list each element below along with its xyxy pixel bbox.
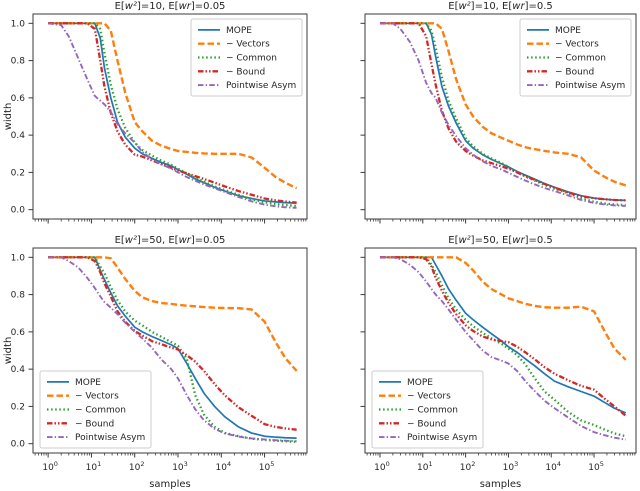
y-axis-label: width <box>3 337 14 365</box>
panel-title: E[w²]=50, E[wr]=0.5 <box>448 235 553 246</box>
subplot-0: 0.0 0.2 0.4 0.6 0.8 1.0 E[w²]=10, E[wr]=0.05 wi… <box>3 1 308 224</box>
y-tick-label: 0.2 <box>11 402 25 412</box>
x-axis-label: samples <box>149 479 191 490</box>
legend-label-common: − Common <box>555 54 606 64</box>
series-line-common <box>379 22 626 207</box>
axes-spines <box>32 247 308 454</box>
y-tick-label: 0.6 <box>11 94 26 104</box>
x-tick-label: 105 <box>588 460 604 473</box>
legend-box <box>39 370 152 449</box>
panel-title: E[w²]=10, E[wr]=0.5 <box>448 1 553 12</box>
series-line-common <box>379 256 627 438</box>
x-tick-label: 102 <box>460 460 476 473</box>
legend: MOPE − Vectors − Common − Bound Pointwise As… <box>190 18 303 97</box>
panel-title: E[w²]=50, E[wr]=0.05 <box>115 235 226 246</box>
series-line-vectors <box>48 256 298 372</box>
series-line-pointwise-asym <box>48 256 297 443</box>
legend-label-vectors: − Vectors <box>75 392 119 402</box>
series-line-vectors <box>48 22 298 190</box>
legend-label-mope: MOPE <box>407 378 433 388</box>
y-axis-label: width <box>3 103 14 131</box>
y-tick-label: 0.2 <box>11 168 25 178</box>
y-tick-label: 0.8 <box>11 291 26 301</box>
subplot-1: E[w²]=10, E[wr]=0.5 MOPE − Vectors − Common… <box>360 1 637 224</box>
y-tick-label: 0.4 <box>11 365 26 375</box>
legend: MOPE − Vectors − Common − Bound Pointwise As… <box>39 370 152 449</box>
legend: MOPE − Vectors − Common − Bound Pointwise As… <box>519 18 632 97</box>
subplot-2: 100 101 102 103 104 105 0.0 0.2 0.4 0.6 0.8 1.0 E[w²… <box>3 235 308 490</box>
legend-label-mope: MOPE <box>75 378 101 388</box>
axes-spines <box>364 13 637 220</box>
series-line-common <box>48 22 297 208</box>
series-line-bound <box>379 22 626 202</box>
legend-label-common: − Common <box>75 406 126 416</box>
y-tick-label: 1.0 <box>11 19 26 29</box>
legend-label-vectors: − Vectors <box>407 392 451 402</box>
y-tick-label: 0.8 <box>11 57 26 67</box>
x-tick-label: 100 <box>42 460 58 473</box>
legend-label-bound: − Bound <box>226 67 265 77</box>
legend-label-pointwise-asym: Pointwise Asym <box>555 81 625 91</box>
series-line-common <box>48 256 297 443</box>
legend-label-common: − Common <box>407 406 458 416</box>
legend-box <box>371 370 484 449</box>
axes-spines <box>32 13 308 220</box>
legend-box <box>190 18 303 97</box>
legend-label-bound: − Bound <box>407 419 446 429</box>
y-tick-label: 0.0 <box>11 206 26 216</box>
y-tick-label: 0.0 <box>11 440 26 450</box>
series-line-pointwise-asym <box>379 256 626 441</box>
legend-label-bound: − Bound <box>555 67 594 77</box>
legend-label-common: − Common <box>226 54 277 64</box>
legend-label-pointwise-asym: Pointwise Asym <box>75 433 145 443</box>
series-line-bound <box>379 256 627 417</box>
legend-box <box>519 18 632 97</box>
subplot-3: 100 101 102 103 104 105 E[w²]=50, E[wr]=0.5 sam… <box>360 235 637 490</box>
legend: MOPE − Vectors − Common − Bound Pointwise As… <box>371 370 484 449</box>
axes-spines <box>364 247 637 454</box>
legend-label-vectors: − Vectors <box>555 40 599 50</box>
series-line-bound <box>48 256 297 431</box>
y-tick-label: 0.6 <box>11 328 26 338</box>
x-tick-label: 104 <box>545 460 561 473</box>
x-axis-label: samples <box>480 479 522 490</box>
legend-label-vectors: − Vectors <box>226 40 270 50</box>
y-tick-label: 1.0 <box>11 253 26 263</box>
x-tick-label: 102 <box>129 460 145 473</box>
x-tick-label: 101 <box>417 460 433 473</box>
series-line-pointwise-asym <box>379 22 626 207</box>
x-tick-label: 105 <box>259 460 275 473</box>
series-line-pointwise-asym <box>48 22 297 209</box>
x-tick-label: 100 <box>374 460 390 473</box>
legend-label-pointwise-asym: Pointwise Asym <box>407 433 477 443</box>
x-tick-label: 103 <box>172 460 188 473</box>
legend-label-pointwise-asym: Pointwise Asym <box>226 81 296 91</box>
x-tick-label: 101 <box>86 460 102 473</box>
x-tick-label: 104 <box>215 460 231 473</box>
legend-label-bound: − Bound <box>75 419 114 429</box>
panel-title: E[w²]=10, E[wr]=0.05 <box>115 1 226 12</box>
legend-label-mope: MOPE <box>226 26 252 36</box>
y-tick-label: 0.4 <box>11 131 26 141</box>
legend-label-mope: MOPE <box>555 26 581 36</box>
x-tick-label: 103 <box>503 460 519 473</box>
